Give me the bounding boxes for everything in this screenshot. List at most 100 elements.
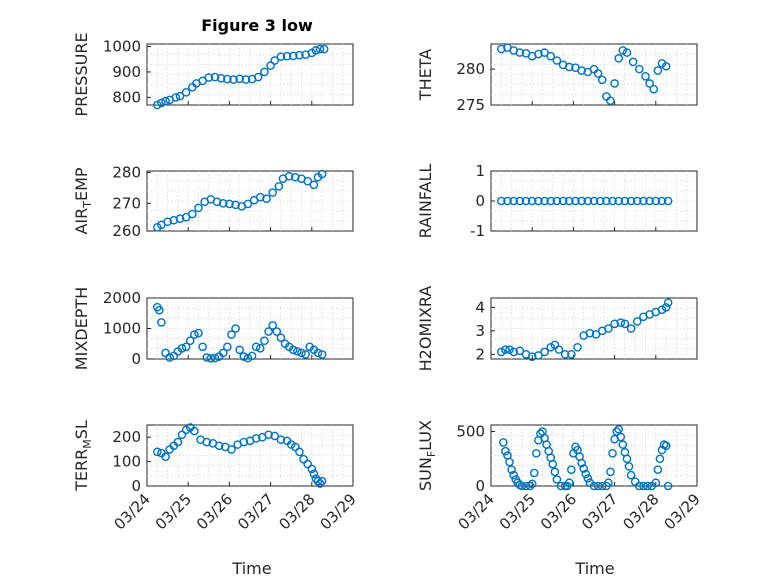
data-point	[521, 196, 531, 206]
data-point	[295, 50, 304, 60]
data-point	[255, 192, 265, 202]
data-point	[635, 64, 644, 74]
data-point	[606, 96, 615, 105]
data-point	[317, 476, 327, 486]
y-tick-label: 0	[475, 192, 485, 210]
x-axis-label-right: Time	[574, 559, 614, 578]
data-point	[288, 345, 298, 355]
subplot-mixdepth: 0 1000 2000 MIXDEPTH	[72, 287, 354, 370]
data-point	[527, 352, 537, 361]
data-point	[645, 196, 654, 206]
data-point	[597, 75, 607, 85]
data-point	[218, 348, 228, 358]
data-point	[645, 79, 654, 88]
data-point	[157, 98, 166, 108]
data-point	[315, 479, 325, 488]
data-point	[626, 470, 636, 480]
data-point	[251, 434, 261, 443]
data-point	[204, 73, 214, 82]
data-point	[540, 196, 549, 206]
y-tick-label: 1	[475, 162, 485, 180]
data-point	[169, 215, 179, 225]
data-point	[194, 203, 203, 213]
data-point	[661, 441, 671, 450]
data-point	[272, 327, 282, 336]
data-point	[620, 319, 630, 329]
data-point	[564, 62, 574, 72]
data-point	[567, 350, 576, 359]
data-point	[210, 72, 220, 82]
data-point	[602, 196, 611, 206]
x-tick-label: 03/25	[496, 490, 539, 533]
data-point	[552, 475, 562, 484]
data-point	[223, 74, 232, 84]
y-axis-label-air-temp: AIRTEMP	[72, 167, 94, 234]
data-point	[293, 347, 302, 356]
data-point	[223, 342, 232, 352]
data-point	[589, 481, 599, 491]
data-point	[177, 430, 187, 440]
data-point	[517, 481, 527, 491]
data-point	[577, 66, 586, 75]
y-axis-label-theta: THETA	[416, 49, 435, 101]
data-point	[540, 48, 549, 57]
data-point	[595, 196, 605, 206]
data-point	[499, 438, 508, 447]
data-point	[525, 481, 535, 491]
y-tick-label: 2	[475, 345, 485, 363]
data-point	[253, 72, 263, 82]
data-point	[556, 481, 566, 491]
data-point	[235, 345, 244, 355]
data-point	[527, 479, 537, 489]
data-point	[270, 56, 280, 65]
data-point	[317, 350, 327, 359]
data-point	[190, 426, 199, 436]
data-point	[585, 328, 595, 338]
data-point	[641, 71, 650, 81]
subplot-pressure: 800 900 1000 PRESSURE	[72, 32, 354, 117]
data-point	[501, 446, 510, 456]
data-point	[515, 196, 525, 206]
data-point	[616, 432, 626, 442]
data-point	[507, 465, 516, 474]
data-point	[202, 353, 212, 362]
data-point	[241, 75, 251, 84]
data-point	[260, 336, 269, 346]
data-point	[214, 441, 224, 451]
data-point	[155, 305, 164, 315]
data-point	[152, 100, 162, 110]
data-point	[505, 457, 514, 467]
data-point	[188, 209, 197, 219]
y-tick-label: 1000	[103, 38, 141, 56]
x-tick-label: 03/27	[578, 490, 621, 533]
data-point	[515, 346, 525, 356]
data-point	[309, 180, 319, 190]
data-point	[626, 324, 636, 333]
data-point	[653, 66, 663, 75]
data-point	[268, 188, 277, 197]
data-point	[589, 196, 599, 206]
y-tick-label: 1000	[103, 320, 141, 338]
data-point	[181, 342, 191, 352]
data-point	[171, 93, 181, 102]
data-point	[515, 48, 525, 57]
y-tick-label: 500	[456, 423, 485, 441]
data-point	[618, 440, 628, 449]
data-point	[534, 49, 543, 59]
data-point	[593, 69, 603, 78]
x-axis-label-left: Time	[231, 559, 271, 578]
data-point	[620, 196, 630, 206]
y-tick-label: 800	[112, 88, 141, 106]
data-point	[655, 454, 665, 464]
data-point	[299, 454, 308, 464]
subplot-rainfall: -1 0 1 RAINFALL	[416, 162, 698, 240]
data-point	[303, 459, 312, 469]
data-point	[632, 196, 642, 206]
data-point	[247, 351, 257, 361]
data-point	[554, 345, 564, 354]
data-point	[212, 197, 222, 207]
data-point	[622, 454, 632, 464]
data-point	[591, 330, 601, 339]
